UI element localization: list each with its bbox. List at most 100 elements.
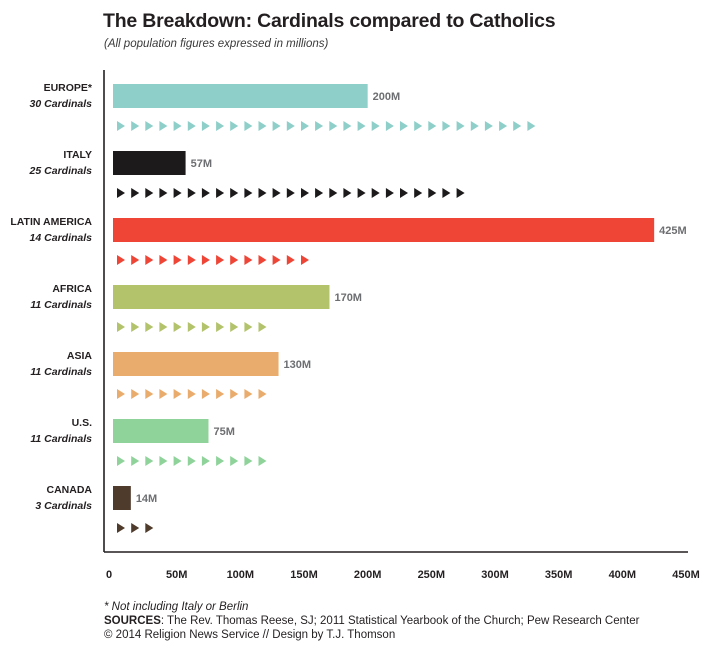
cardinal-marker bbox=[244, 255, 253, 265]
x-tick-label: 100M bbox=[227, 569, 255, 581]
cardinal-marker bbox=[187, 389, 196, 399]
cardinal-marker bbox=[145, 523, 154, 533]
cardinal-marker bbox=[301, 255, 309, 265]
cardinal-marker bbox=[159, 389, 168, 399]
cardinal-marker bbox=[258, 389, 267, 399]
cardinal-marker bbox=[442, 188, 451, 198]
category-label: ASIA bbox=[67, 350, 93, 362]
cardinal-marker bbox=[400, 121, 408, 131]
cardinal-marker bbox=[145, 389, 154, 399]
value-label: 425M bbox=[659, 225, 687, 237]
x-tick-label: 400M bbox=[609, 569, 637, 581]
sources-line: SOURCES: The Rev. Thomas Reese, SJ; 2011… bbox=[104, 614, 639, 628]
bar bbox=[113, 285, 330, 309]
cardinal-marker bbox=[244, 322, 253, 332]
cardinal-marker bbox=[159, 322, 168, 332]
value-label: 170M bbox=[334, 292, 362, 304]
cardinal-marker bbox=[371, 188, 380, 198]
cardinal-marker bbox=[216, 456, 225, 466]
cardinal-marker bbox=[385, 188, 394, 198]
cardinal-marker bbox=[357, 188, 366, 198]
bars-layer bbox=[113, 84, 655, 533]
category-sublabel: 14 Cardinals bbox=[30, 232, 93, 244]
x-tick-label: 150M bbox=[290, 569, 318, 581]
cardinal-marker bbox=[117, 255, 125, 265]
category-sublabel: 25 Cardinals bbox=[29, 165, 93, 177]
cardinal-marker bbox=[230, 188, 239, 198]
cardinal-marker bbox=[145, 322, 154, 332]
cardinal-marker bbox=[230, 255, 239, 265]
footnote: * Not including Italy or Berlin bbox=[104, 601, 249, 613]
cardinal-marker bbox=[371, 121, 380, 131]
cardinal-marker bbox=[159, 188, 168, 198]
cardinal-marker bbox=[201, 322, 210, 332]
cardinal-marker bbox=[230, 121, 239, 131]
cardinal-marker bbox=[131, 121, 140, 131]
bar bbox=[113, 352, 279, 376]
x-tick-label: 250M bbox=[418, 569, 446, 581]
cardinal-marker bbox=[258, 322, 267, 332]
cardinal-marker bbox=[145, 188, 154, 198]
cardinal-marker bbox=[145, 456, 154, 466]
cardinal-marker bbox=[343, 121, 352, 131]
bar bbox=[113, 419, 209, 443]
cardinal-marker bbox=[244, 121, 253, 131]
cardinal-marker bbox=[131, 389, 140, 399]
category-label: EUROPE* bbox=[44, 82, 93, 94]
cardinal-marker bbox=[315, 188, 324, 198]
sources-text: : The Rev. Thomas Reese, SJ; 2011 Statis… bbox=[160, 615, 640, 627]
cardinal-marker bbox=[201, 188, 210, 198]
x-tick-label: 200M bbox=[354, 569, 382, 581]
cardinal-marker bbox=[230, 389, 239, 399]
cardinal-marker bbox=[272, 255, 281, 265]
cardinal-marker bbox=[187, 121, 196, 131]
value-label: 200M bbox=[373, 91, 401, 103]
category-sublabel: 30 Cardinals bbox=[30, 98, 93, 110]
value-label: 130M bbox=[284, 359, 312, 371]
cardinal-marker bbox=[187, 456, 196, 466]
bar bbox=[113, 486, 131, 510]
x-tick-label: 450M bbox=[672, 569, 700, 581]
cardinal-marker bbox=[173, 322, 182, 332]
cardinal-marker bbox=[159, 121, 168, 131]
category-sublabel: 3 Cardinals bbox=[35, 500, 92, 512]
cardinal-marker bbox=[131, 188, 140, 198]
value-label: 57M bbox=[191, 158, 212, 170]
cardinal-marker bbox=[385, 121, 394, 131]
cardinal-marker bbox=[400, 188, 408, 198]
cardinal-marker bbox=[456, 188, 465, 198]
cardinal-marker bbox=[527, 121, 536, 131]
cardinal-marker bbox=[201, 121, 210, 131]
cardinal-marker bbox=[286, 188, 295, 198]
category-label: AFRICA bbox=[52, 283, 92, 295]
cardinal-marker bbox=[258, 121, 267, 131]
cardinal-marker bbox=[216, 121, 225, 131]
cardinal-marker bbox=[484, 121, 493, 131]
category-sublabel: 11 Cardinals bbox=[30, 366, 92, 378]
cardinal-marker bbox=[159, 456, 168, 466]
category-label: U.S. bbox=[72, 417, 93, 429]
value-label: 75M bbox=[214, 426, 235, 438]
x-tick-label: 300M bbox=[481, 569, 509, 581]
cardinal-marker bbox=[131, 456, 140, 466]
cardinal-marker bbox=[272, 188, 281, 198]
cardinal-marker bbox=[187, 322, 196, 332]
cardinal-marker bbox=[244, 456, 253, 466]
category-label: LATIN AMERICA bbox=[10, 216, 92, 228]
x-tick-label: 50M bbox=[166, 569, 187, 581]
cardinal-marker bbox=[301, 121, 309, 131]
cardinal-marker bbox=[173, 389, 182, 399]
category-label: ITALY bbox=[63, 149, 92, 161]
sources-label: SOURCES bbox=[104, 615, 161, 627]
category-label: CANADA bbox=[47, 484, 93, 496]
cardinal-marker bbox=[428, 188, 437, 198]
bar-chart: 0 50M 100M 150M 200M 250M 300M 350M 400M 450M EUR… bbox=[10, 70, 700, 581]
cardinal-marker bbox=[230, 456, 239, 466]
cardinal-marker bbox=[117, 121, 125, 131]
cardinal-marker bbox=[131, 322, 140, 332]
cardinal-marker bbox=[216, 389, 225, 399]
category-sublabel: 11 Cardinals bbox=[30, 299, 92, 311]
axis-layer: 0 50M 100M 150M 200M 250M 300M 350M 400M 450M bbox=[103, 70, 700, 581]
cardinal-marker bbox=[187, 255, 196, 265]
cardinal-marker bbox=[329, 121, 338, 131]
